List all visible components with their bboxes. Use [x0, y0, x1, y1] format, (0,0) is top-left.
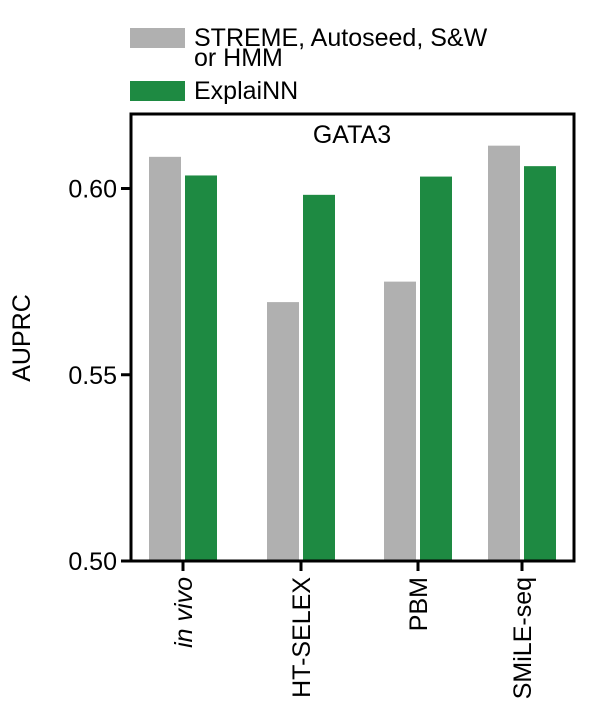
bar-1-in-vivo: [149, 156, 181, 561]
x-tick-label: PBM: [405, 577, 433, 631]
legend-swatch-series-1: [130, 28, 185, 48]
bar-2-in-vivo: [185, 175, 217, 561]
bar-2-ht-selex: [303, 194, 335, 561]
bars-group: [149, 145, 556, 561]
y-axis-label: AUPRC: [8, 294, 36, 382]
x-tick-label: in vivo: [170, 577, 198, 648]
bar-1-pbm: [384, 281, 416, 561]
y-tick-label: 0.50: [68, 548, 117, 576]
legend-swatch-series-2: [130, 81, 185, 101]
legend-label-series-1-line-2: or HMM: [194, 44, 283, 72]
bar-1-ht-selex: [267, 302, 299, 561]
legend-label-series-2: ExplaiNN: [194, 77, 298, 105]
y-axis-ticks: 0.50 0.55 0.60: [68, 176, 131, 576]
y-tick-label: 0.55: [68, 362, 117, 390]
x-tick-label: HT-SELEX: [288, 577, 316, 698]
x-axis-ticks: in vivo HT-SELEX PBM SMiLE-seq: [170, 561, 537, 699]
legend-label-series-1-line-1: STREME, Autoseed, S&W: [194, 24, 488, 52]
plot-frame: [129, 112, 576, 563]
chart-title: GATA3: [313, 121, 391, 149]
bar-1-smile-seq: [488, 145, 520, 561]
x-tick-label: SMiLE-seq: [509, 577, 537, 699]
y-tick-label: 0.60: [68, 176, 117, 204]
legend: STREME, Autoseed, S&W or HMM ExplaiNN: [130, 24, 488, 105]
bar-2-pbm: [420, 176, 452, 561]
bar-2-smile-seq: [524, 166, 556, 561]
